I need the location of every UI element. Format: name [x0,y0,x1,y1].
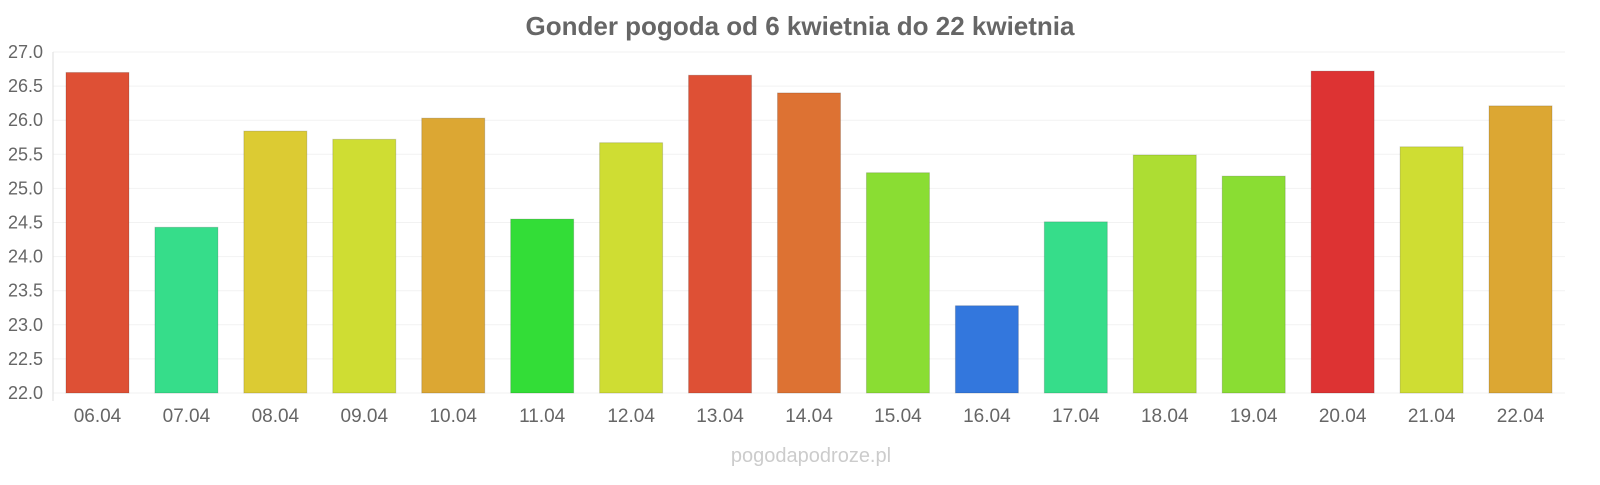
x-tick-label: 06.04 [74,406,122,427]
x-tick-label: 21.04 [1408,406,1456,427]
x-tick-label: 08.04 [252,406,300,427]
y-tick-label: 26.0 [8,110,43,130]
chart-title: Gonder pogoda od 6 kwietnia do 22 kwietn… [526,11,1076,41]
bar-12.04 [599,142,664,394]
x-tick-label: 20.04 [1319,406,1367,427]
bar-10.04 [421,117,486,394]
bar-06.04 [65,71,130,394]
bar-16.04 [954,305,1019,394]
x-tick-label: 12.04 [607,406,655,427]
bar-20.04 [1310,70,1375,394]
x-tick-label: 19.04 [1230,406,1278,427]
bar-18.04 [1132,154,1197,394]
bar-07.04 [154,226,219,394]
x-tick-label: 17.04 [1052,406,1100,427]
bar-19.04 [1221,175,1286,394]
x-tick-label: 10.04 [429,406,477,427]
x-tick-label: 15.04 [874,406,922,427]
y-tick-label: 24.5 [8,213,43,233]
y-tick-label: 27.0 [8,42,43,62]
bar-14.04 [777,92,841,394]
x-tick-label: 07.04 [163,406,211,427]
bar-22.04 [1488,105,1553,394]
y-tick-label: 22.5 [8,349,43,369]
bar-17.04 [1043,221,1108,394]
x-tick-label: 13.04 [696,406,744,427]
y-tick-label: 22.0 [8,383,43,403]
bar-15.04 [865,172,930,394]
x-tick-label: 14.04 [785,406,833,427]
x-tick-label: 09.04 [341,406,389,427]
x-tick-label: 16.04 [963,406,1011,427]
bar-11.04 [510,218,575,394]
y-tick-label: 25.5 [8,144,43,164]
y-tick-label: 25.0 [8,178,43,198]
bar-13.04 [688,74,753,394]
x-tick-label: 18.04 [1141,406,1189,427]
bar-09.04 [332,138,397,394]
watermark: pogodapodroze.pl [731,445,891,467]
y-tick-label: 24.0 [8,247,43,267]
bar-08.04 [243,130,308,394]
y-tick-label: 23.0 [8,315,43,335]
x-tick-label: 11.04 [519,406,566,427]
x-tick-label: 22.04 [1497,406,1545,427]
bar-21.04 [1399,146,1464,394]
y-tick-label: 23.5 [8,281,43,301]
y-tick-label: 26.5 [8,76,43,96]
